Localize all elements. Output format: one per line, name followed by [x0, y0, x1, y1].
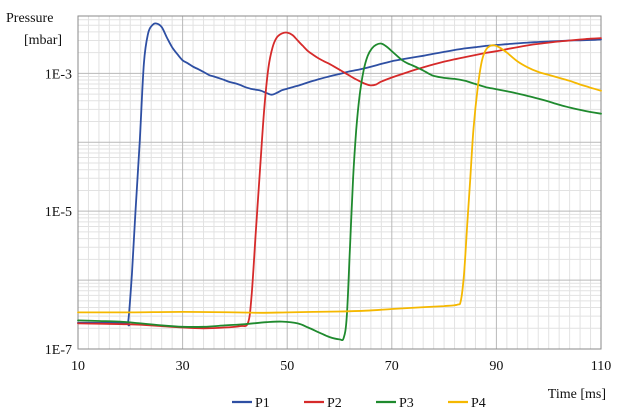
series-layer: [77, 22, 602, 342]
legend: P1 P2 P3 P4: [232, 396, 486, 411]
x-tick-label: 50: [280, 359, 294, 374]
legend-label-p4: P4: [471, 396, 486, 411]
plot-frame: [77, 15, 602, 350]
series-line-p1: [77, 22, 602, 327]
x-axis-title: Time [ms]: [548, 387, 606, 402]
minor-gridlines: [78, 16, 601, 349]
y-tick-label: 1E-7: [45, 343, 72, 358]
y-axis-title-line-2: [mbar]: [24, 33, 62, 48]
x-tick-labels: 10 30 50 70 90 110: [71, 359, 611, 374]
y-tick-label: 1E-5: [45, 205, 72, 220]
y-tick-labels: 1E-3 1E-5 1E-7: [45, 67, 72, 358]
x-tick-label: 70: [385, 359, 399, 374]
x-tick-label: 10: [71, 359, 85, 374]
legend-label-p2: P2: [327, 396, 342, 411]
series-line-p4: [77, 44, 602, 314]
y-axis-title-line-1: Pressure: [6, 11, 53, 26]
x-tick-label: 90: [489, 359, 503, 374]
x-tick-label: 30: [176, 359, 190, 374]
legend-label-p1: P1: [255, 396, 270, 411]
series-line-p3: [77, 42, 602, 342]
y-tick-label: 1E-3: [45, 67, 72, 82]
x-tick-label: 110: [591, 359, 611, 374]
legend-label-p3: P3: [399, 396, 414, 411]
